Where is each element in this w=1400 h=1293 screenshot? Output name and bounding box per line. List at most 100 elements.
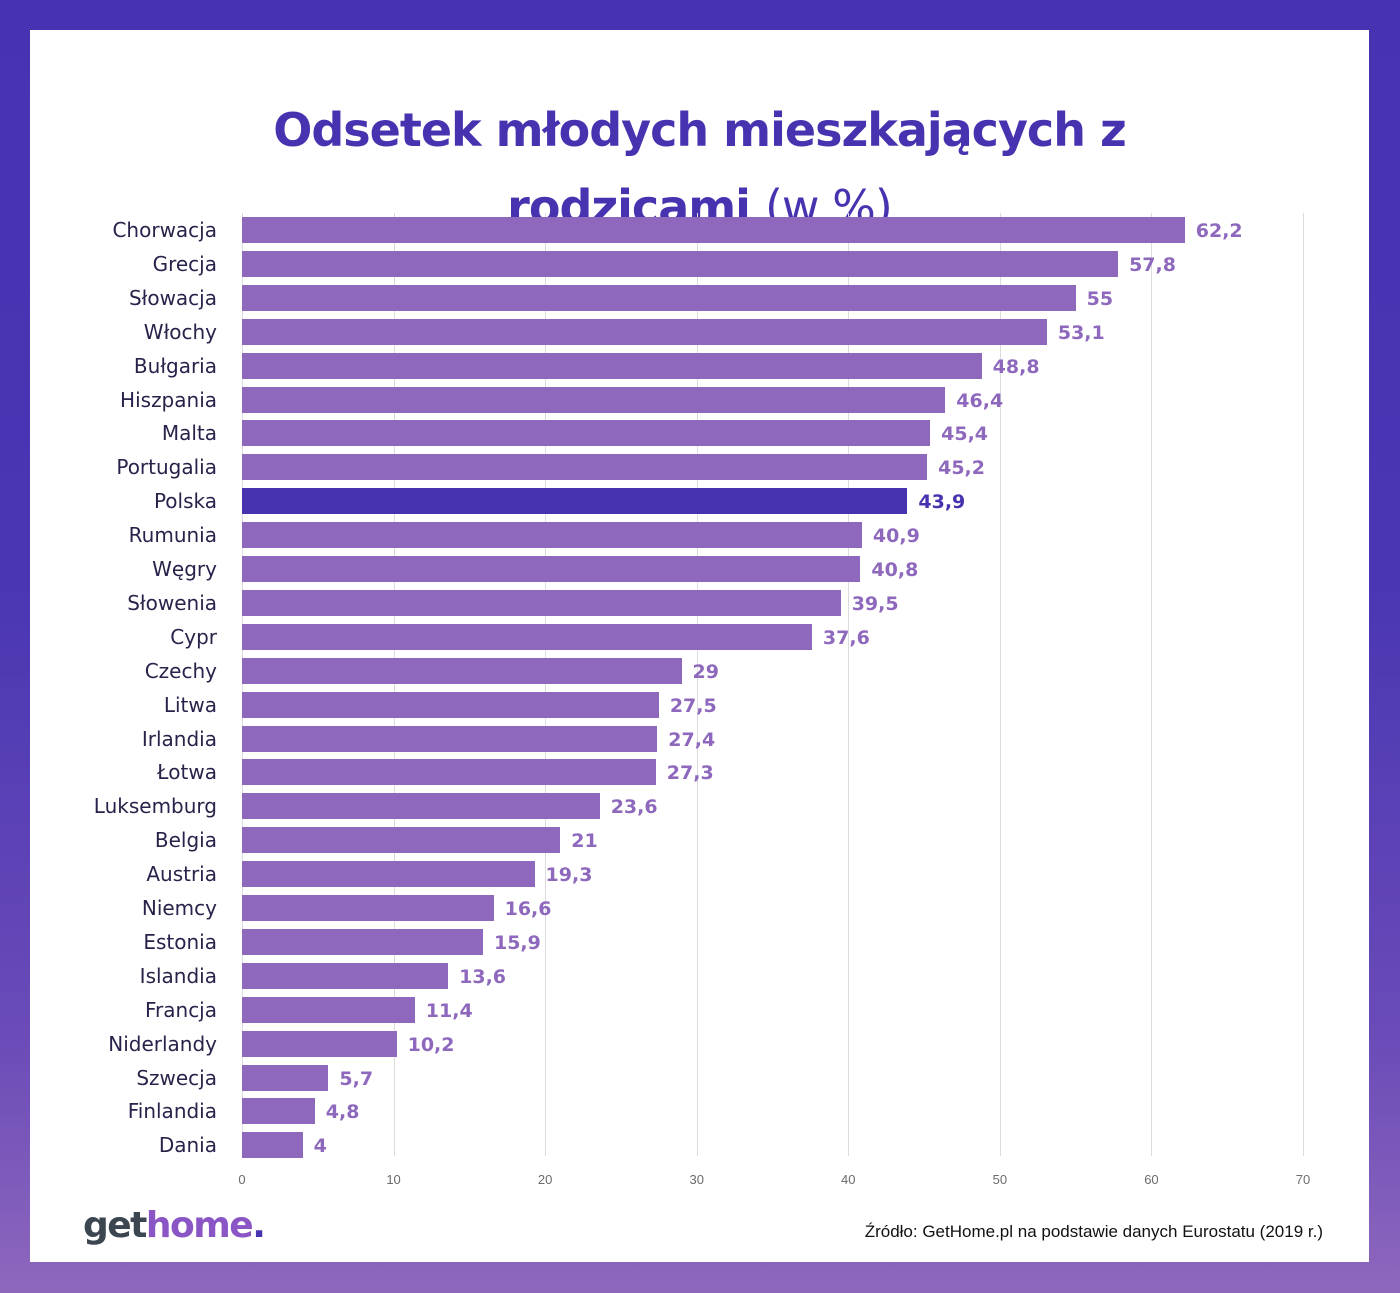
bar-row: Rumunia 40,9 [30,522,1369,549]
bar-row: Węgry 40,8 [30,556,1369,582]
bar-row: Malta 45,4 [30,420,1369,447]
bar [242,589,841,616]
value-label: 5,7 [339,1067,374,1090]
category-label: Bułgaria [133,353,217,378]
value-label: 45,2 [938,457,985,480]
category-label: Niderlandy [108,1031,217,1056]
value-label: 27,5 [669,694,717,717]
value-label: 40,8 [871,559,919,581]
category-label: Chorwacja [112,218,217,242]
bar [242,861,535,888]
value-label: 4,8 [325,1101,360,1124]
category-label: Łotwa [157,760,217,785]
bar [242,657,682,684]
bar-row: Niemcy 16,6 [30,895,1369,921]
gridline-60 [1151,213,1153,1156]
value-label: 37,6 [822,626,870,649]
category-label: Polska [153,489,217,514]
x-tick-label: 50 [992,1172,1008,1187]
bar-row: Słowacja 55 [30,284,1369,311]
bar-row: Hiszpania 46,4 [30,386,1369,413]
value-label: 45,4 [941,423,989,446]
category-label: Luksemburg [93,794,217,819]
bar [242,1098,315,1125]
category-label: Słowacja [128,285,217,310]
bar-row: Szwecja 5,7 [30,1064,1369,1091]
value-label: 16,6 [504,898,552,920]
bar-row: Dania 4 [30,1132,1369,1159]
value-label: 10,2 [407,1033,455,1056]
category-label: Islandia [139,963,217,988]
value-label: 57,8 [1129,253,1176,276]
category-label: Węgry [152,557,217,581]
value-label: 46,4 [956,389,1004,412]
category-label: Estonia [143,929,217,954]
bar [242,386,946,413]
value-label: 4 [313,1135,327,1158]
bar [242,1132,303,1159]
logo-dot: . [252,1205,266,1246]
category-label: Dania [158,1133,217,1158]
category-label: Francja [144,997,217,1022]
source-note: Źródło: GetHome.pl na podstawie danych E… [864,1222,1323,1241]
category-label: Belgia [154,828,217,853]
bar-row: Finlandia 4,8 [30,1098,1369,1125]
bar [242,759,656,786]
x-tick-label: 70 [1295,1172,1311,1187]
chart-card: Odsetek młodych mieszkających z rodzicam… [30,30,1369,1262]
title-line-1: Odsetek młodych mieszkających z [273,103,1127,157]
value-label: 27,4 [668,728,716,751]
value-label: 19,3 [545,864,593,887]
bar-row: Austria 19,3 [30,861,1369,888]
value-label: 40,9 [872,525,920,548]
value-label: 55 [1086,287,1114,310]
bar-row: Chorwacja 62,2 [30,217,1369,243]
bar-row: Polska 43,9 [30,488,1369,515]
value-label: 27,3 [666,762,714,785]
value-label: 21 [571,830,598,853]
value-label: 13,6 [459,965,507,988]
gridline-20 [545,213,547,1156]
x-tick-label: 60 [1144,1172,1159,1187]
logo-get: get [83,1205,147,1246]
value-label: 43,9 [918,491,966,514]
bar-row: Belgia 21 [30,827,1369,854]
plot-area: 0 10 20 30 40 50 60 70 Chorwacja 62,2 Grecja 57,8 Sł… [30,30,1369,1262]
category-label: Niemcy [141,896,217,920]
category-label: Austria [146,862,217,887]
bar [242,1030,397,1057]
gridline-70 [1303,213,1304,1156]
bar-row: Niderlandy 10,2 [30,1030,1369,1057]
gridline-30 [696,213,698,1156]
x-tick-label: 0 [238,1172,246,1187]
value-label: 11,4 [425,999,473,1022]
chart-title: Odsetek młodych mieszkających z rodzicam… [30,92,1369,246]
category-label: Rumunia [128,523,217,548]
x-tick-label: 30 [689,1172,704,1187]
bar [242,217,1185,243]
value-label: 29 [692,660,719,683]
bar [242,793,600,820]
bar-row: Łotwa 27,3 [30,759,1369,786]
bar [242,556,861,582]
bar [242,623,812,650]
bar [242,284,1076,311]
bar [242,1064,329,1091]
bar-row: Luksemburg 23,6 [30,793,1369,820]
bar [242,895,494,921]
bar [242,691,659,718]
category-label: Irlandia [141,726,217,751]
bar-row: Włochy 53,1 [30,318,1369,345]
logo-home: home [145,1205,254,1246]
category-label: Cypr [170,624,217,649]
bar [242,522,862,549]
gridline-50 [999,213,1001,1156]
bar [242,996,415,1023]
bar [242,928,483,955]
category-label: Włochy [143,319,217,344]
value-label: 48,8 [992,355,1040,378]
value-label: 23,6 [610,796,658,819]
bar-highlighted [242,488,908,515]
x-tick-label: 20 [537,1172,553,1187]
bar-row: Słowenia 39,5 [30,589,1369,616]
